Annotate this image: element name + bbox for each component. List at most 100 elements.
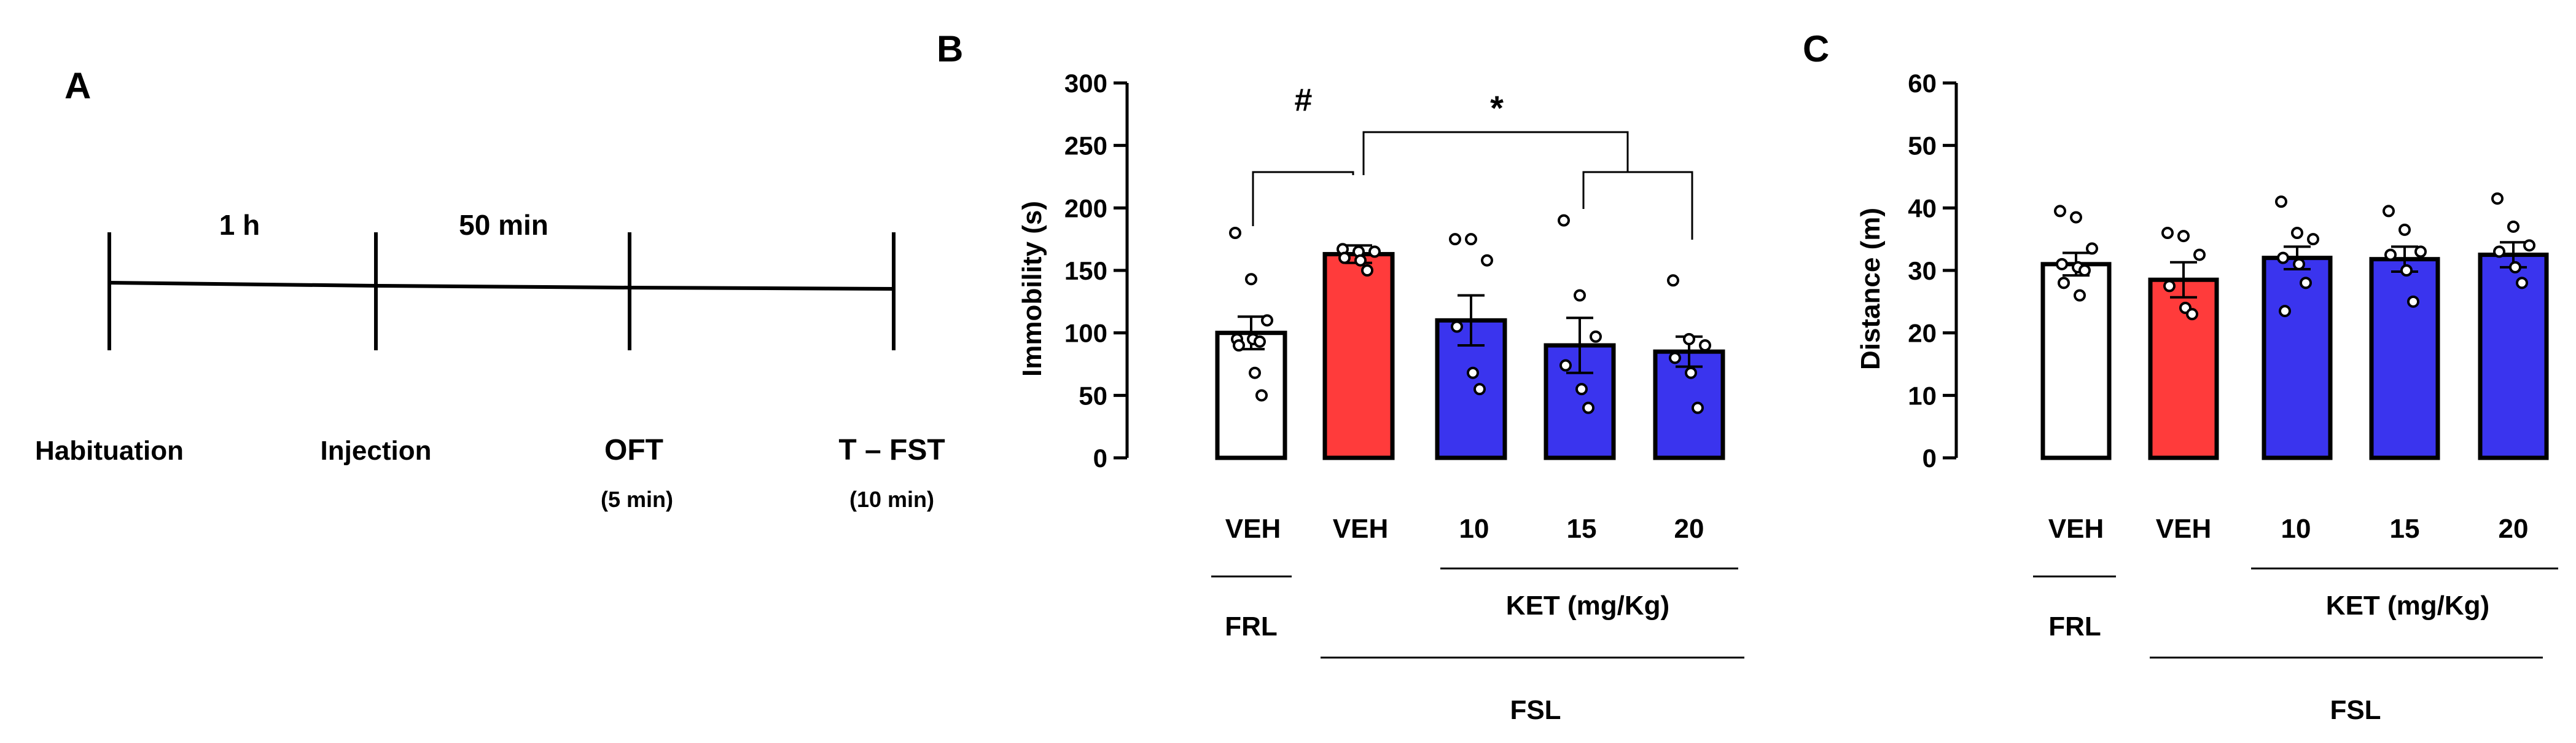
data-point (1467, 366, 1479, 379)
data-point (1582, 401, 1594, 414)
data-point (1449, 233, 1461, 246)
group-labels: VEH VEH 10 15 20 FRL KET (mg/Kg) FSL (2033, 514, 2558, 725)
data-point (2491, 192, 2504, 205)
bar (2262, 256, 2333, 460)
interval-label: 1 h (219, 209, 260, 241)
data-point (2163, 280, 2176, 293)
data-point (1481, 254, 1493, 267)
data-point (1451, 320, 1463, 333)
data-point (2291, 227, 2303, 239)
y-tick-label: 60 (1908, 69, 1937, 98)
group-label: 15 (1567, 514, 1597, 544)
frl-label: FRL (2048, 611, 2101, 642)
data-point (2407, 295, 2419, 308)
data-point (2384, 248, 2397, 261)
y-tick-label: 100 (1064, 319, 1107, 348)
sig-bracket-star (1362, 131, 1629, 175)
interval-label: 50 min (459, 209, 548, 241)
data-point (2074, 289, 2086, 302)
y-tick-label: 30 (1908, 256, 1937, 285)
significance-brackets: # * (1252, 82, 1693, 240)
fsl-label: FSL (2330, 695, 2381, 725)
y-tick-label: 250 (1064, 132, 1107, 160)
data-point (1368, 245, 1381, 258)
stage-label: Injection (321, 436, 432, 466)
data-point (2516, 277, 2528, 289)
data-point (2078, 264, 2091, 277)
data-point (2400, 264, 2413, 277)
data-point (2193, 248, 2206, 261)
stage-sublabel: (5 min) (601, 487, 673, 512)
data-point (2509, 261, 2521, 273)
data-point (2493, 245, 2505, 258)
y-tick-label: 40 (1908, 194, 1937, 222)
data-point (2523, 239, 2535, 252)
data-point (2177, 230, 2190, 243)
group-label: 15 (2390, 514, 2420, 544)
data-point (1559, 359, 1572, 372)
frl-label: FRL (1225, 611, 1278, 642)
data-point (1683, 332, 1695, 345)
data-point (1249, 366, 1261, 379)
panel-a-letter: A (64, 65, 91, 106)
stage-label: OFT (604, 434, 663, 466)
data-point (1667, 274, 1679, 287)
stage-sublabel: (10 min) (849, 487, 934, 512)
y-axis-label: Immobility (s) (1017, 201, 1047, 377)
group-label: 20 (1674, 514, 1704, 544)
data-point (2279, 305, 2291, 318)
group-label: VEH (1225, 514, 1281, 544)
sig-symbol-star: * (1490, 88, 1504, 127)
data-point (2383, 205, 2395, 218)
y-tick-label: 10 (1908, 381, 1937, 410)
y-tick-label: 200 (1064, 194, 1107, 222)
data-point (2414, 245, 2427, 258)
stage-label: T – FST (838, 434, 945, 466)
sig-symbol-hash: # (1295, 82, 1313, 118)
bar (2478, 253, 2549, 460)
y-tick-label: 0 (1922, 444, 1937, 473)
bar (2369, 257, 2440, 460)
ket-label: KET (mg/Kg) (1506, 591, 1669, 621)
data-point (1685, 366, 1697, 379)
group-label: VEH (1333, 514, 1388, 544)
data-point (1354, 254, 1367, 267)
panel-a-timeline: A 1 h 50 min Habituation Injection OFT (… (35, 65, 945, 512)
data-point (1558, 214, 1570, 227)
group-label: VEH (2048, 514, 2104, 544)
data-point (1473, 383, 1486, 396)
panel-b-letter: B (937, 28, 963, 69)
data-point (2070, 211, 2082, 224)
data-point (1465, 233, 1477, 246)
data-point (1255, 389, 1268, 402)
data-point (2056, 257, 2068, 270)
fsl-label: FSL (1510, 695, 1561, 725)
data-point (1699, 339, 1711, 352)
data-point (2507, 220, 2519, 233)
data-point (2058, 277, 2070, 289)
group-label: 10 (2281, 514, 2311, 544)
stage-label: Habituation (35, 436, 184, 466)
sig-bracket-star-sub (1582, 171, 1693, 240)
data-point (1361, 264, 1373, 277)
y-tick-label: 150 (1064, 256, 1107, 285)
data-point (1574, 289, 1586, 302)
data-point (2086, 242, 2098, 255)
data-point (2398, 223, 2411, 236)
data-point (2186, 308, 2198, 321)
y-tick-label: 300 (1064, 69, 1107, 98)
group-label: VEH (2156, 514, 2211, 544)
y-tick-label: 20 (1908, 319, 1937, 348)
data-point (2277, 251, 2289, 264)
data-point (1229, 227, 1241, 239)
y-tick-label: 50 (1079, 381, 1107, 410)
group-label: 10 (1459, 514, 1489, 544)
data-point (1233, 339, 1245, 352)
ket-label: KET (mg/Kg) (2326, 591, 2489, 621)
data-point (1254, 335, 1266, 348)
timeline-line (109, 281, 894, 291)
y-axis-label: Distance (m) (1856, 208, 1886, 370)
data-point (1669, 352, 1681, 364)
